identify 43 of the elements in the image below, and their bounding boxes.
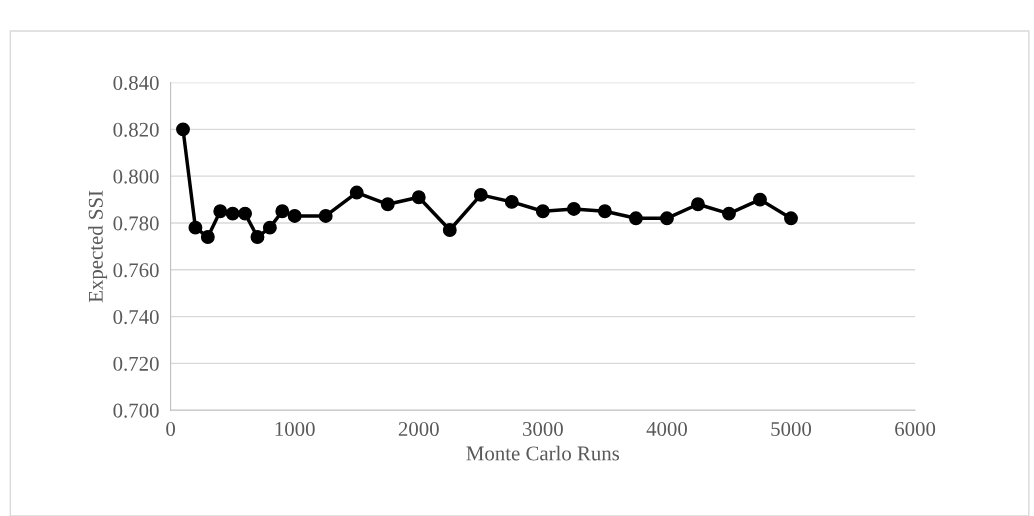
y-axis-title: Expected SSI <box>88 190 108 303</box>
point <box>318 209 333 223</box>
point <box>188 220 203 235</box>
point <box>275 204 290 219</box>
point <box>411 190 426 205</box>
point <box>238 206 253 221</box>
point <box>784 211 798 226</box>
point <box>473 187 488 202</box>
point <box>535 204 550 219</box>
x-tick-label: 2000 <box>398 421 439 436</box>
x-tick-label: 3000 <box>523 421 563 436</box>
x-tick-label: 6000 <box>895 421 936 436</box>
point <box>225 206 240 221</box>
point <box>753 192 767 207</box>
point <box>262 220 277 235</box>
point <box>349 185 364 200</box>
y-tick-label: 0.840 <box>113 75 159 91</box>
point <box>213 204 228 219</box>
x-tick-label: 0 <box>166 421 176 436</box>
point <box>380 197 395 212</box>
x-tick-label: 4000 <box>646 421 687 436</box>
x-axis-title: Monte Carlo Runs <box>466 445 620 461</box>
y-tick-label: 0.760 <box>113 263 159 278</box>
y-tick-label: 0.820 <box>113 122 159 137</box>
point <box>200 230 215 244</box>
y-tick-label: 0.780 <box>113 216 159 231</box>
point <box>287 209 302 223</box>
point <box>504 194 519 209</box>
point <box>659 211 674 226</box>
point <box>250 230 265 244</box>
point <box>176 122 190 137</box>
x-tick-label: 5000 <box>771 421 812 436</box>
y-tick-label: 0.800 <box>113 169 159 184</box>
y-tick-label: 0.740 <box>113 309 159 325</box>
point <box>597 204 612 219</box>
point <box>691 197 705 212</box>
y-tick-label: 0.720 <box>113 356 159 371</box>
x-tick-label: 1000 <box>275 421 315 436</box>
point <box>442 223 457 237</box>
point <box>566 201 581 216</box>
y-tick-label: 0.700 <box>113 403 159 418</box>
point <box>722 206 736 221</box>
point <box>628 211 643 226</box>
